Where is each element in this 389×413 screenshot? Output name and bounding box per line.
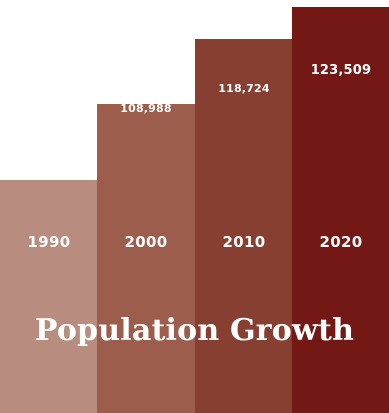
category-label: 2020 xyxy=(319,233,363,251)
category-label: 2010 xyxy=(222,233,266,251)
bar-fill xyxy=(0,180,98,413)
value-label: 108,988 xyxy=(120,102,172,115)
bar-fill xyxy=(292,7,389,413)
category-label: 1990 xyxy=(27,233,71,251)
value-label: 97,687 xyxy=(27,138,71,151)
bar-fill xyxy=(97,104,195,413)
bar-2000: 108,988 2000 xyxy=(97,102,195,413)
bar-fill xyxy=(195,39,293,413)
value-label: 123,509 xyxy=(310,63,372,78)
bar-2020: 123,509 2020 xyxy=(292,7,389,413)
bar-1990: 97,687 1990 xyxy=(0,138,98,413)
chart-title: Population Growth xyxy=(34,313,355,348)
category-label: 2000 xyxy=(124,233,168,251)
value-label: 118,724 xyxy=(218,82,270,95)
bar-2010: 118,724 2010 xyxy=(195,39,293,413)
